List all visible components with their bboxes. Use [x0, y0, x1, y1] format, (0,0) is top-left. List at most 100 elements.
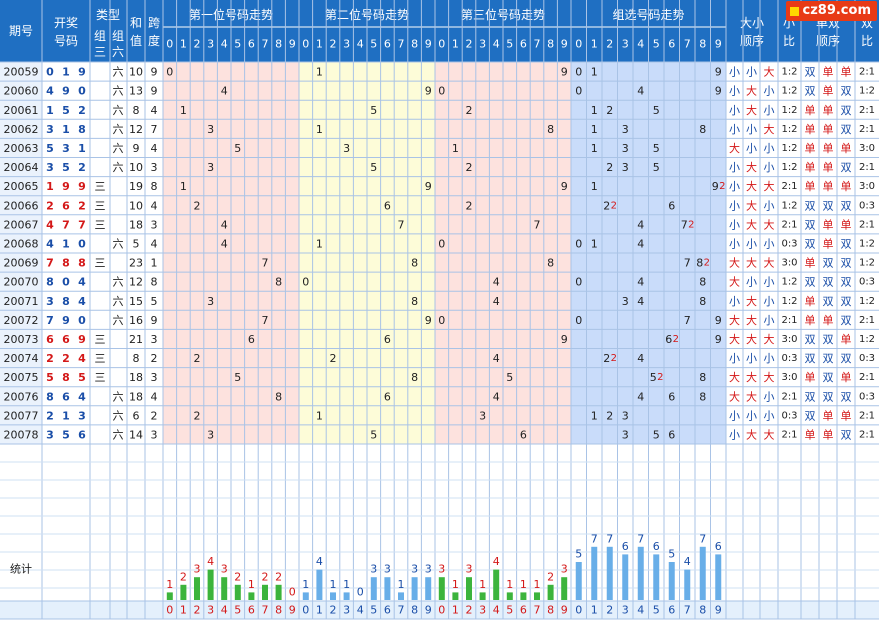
row-draw-digit: 0 — [78, 85, 86, 98]
row-draw-digit: 9 — [78, 333, 86, 346]
row-type-g3: 三 — [95, 257, 106, 270]
row-draw-digit: 4 — [46, 218, 54, 231]
row-draw-digit: 8 — [46, 276, 54, 289]
row-oddeven: 单 — [805, 257, 816, 270]
row-draw-digit: 5 — [46, 142, 54, 155]
row-pos3-hit: 3 — [479, 409, 486, 422]
header-pos1-digit: 7 — [262, 38, 269, 51]
row-group-hit: 2 — [606, 161, 613, 174]
row-oe-ratio: 0:3 — [859, 391, 875, 402]
row-period: 20063 — [4, 142, 39, 155]
row-oe-ratio: 2:1 — [859, 410, 875, 421]
row-type-g3: 三 — [95, 352, 106, 365]
row-oddeven: 双 — [823, 371, 834, 384]
stats-pos2-bar — [384, 577, 391, 600]
row-span: 4 — [151, 142, 158, 155]
row-group-hit: 9 — [715, 333, 722, 346]
row-type-g6: 六 — [113, 123, 124, 136]
row-bigsmall: 小 — [746, 352, 757, 365]
stats-pos3-bar — [520, 592, 527, 600]
row-group-hit: 1 — [591, 123, 598, 136]
header-sum-b: 值 — [130, 33, 142, 48]
row-period: 20071 — [4, 295, 39, 308]
row-bigsmall: 大 — [764, 65, 775, 79]
row-pos3-hit: 6 — [520, 428, 527, 441]
footer-group-digit: 1 — [591, 604, 598, 617]
row-period: 20078 — [4, 428, 39, 441]
stats-group-value: 5 — [575, 548, 582, 561]
row-draw-digit: 8 — [62, 371, 70, 384]
header-type-g3-b: 三 — [94, 45, 106, 59]
header-period: 期号 — [9, 24, 33, 38]
footer-group-digit: 8 — [699, 604, 706, 617]
header-pos2-digit: 3 — [343, 38, 350, 51]
row-oddeven: 双 — [841, 428, 852, 441]
row-oddeven: 单 — [841, 180, 852, 193]
row-bigsmall: 小 — [729, 85, 740, 98]
row-pos3-hit: 0 — [438, 237, 445, 250]
row-bs-ratio: 3:0 — [781, 258, 797, 269]
row-bigsmall: 大 — [764, 122, 775, 136]
footer-pos2-digit: 8 — [411, 604, 418, 617]
row-bs-ratio: 3:0 — [781, 372, 797, 383]
row-group-hit: 0 — [575, 66, 582, 79]
row-period: 20070 — [4, 276, 39, 289]
footer-pos3-digit: 1 — [452, 604, 459, 617]
footer-pos3-digit: 3 — [479, 604, 486, 617]
stats-group-bar — [591, 546, 598, 600]
header-group-digit: 7 — [684, 38, 691, 51]
header-pos3-digit: 6 — [520, 38, 527, 51]
row-pos1-hit: 3 — [207, 428, 214, 441]
row-bigsmall: 小 — [729, 199, 740, 212]
row-type-g6: 六 — [113, 428, 124, 441]
header-draw-a: 开奖 — [54, 16, 78, 30]
stats-pos1-bar — [221, 577, 228, 600]
row-pos1-hit: 3 — [207, 161, 214, 174]
row-period: 20076 — [4, 390, 39, 403]
header-pos1-digit: 1 — [180, 38, 187, 51]
row-period: 20074 — [4, 352, 39, 365]
row-pos2-hit: 2 — [330, 352, 337, 365]
row-oddeven: 双 — [823, 276, 834, 289]
row-bs-ratio: 1:2 — [781, 124, 797, 135]
stats-pos2-bar — [370, 577, 377, 600]
footer-band-bg — [0, 601, 879, 619]
row-oddeven: 单 — [841, 409, 852, 422]
row-pos1-hit: 7 — [262, 257, 269, 270]
stats-group-value: 7 — [637, 532, 644, 545]
stats-pos2-bar — [330, 592, 336, 600]
row-draw-digit: 9 — [62, 180, 70, 193]
row-group-hit: 8 — [699, 276, 706, 289]
footer-pos2-digit: 3 — [343, 604, 350, 617]
row-period: 20068 — [4, 237, 39, 250]
stats-pos2-bar — [398, 592, 404, 600]
row-sum: 10 — [129, 161, 143, 174]
row-pos1-hit: 7 — [262, 314, 269, 327]
row-pos2-hit: 5 — [370, 104, 377, 117]
row-type-g6: 六 — [113, 161, 124, 174]
row-sum: 5 — [133, 237, 140, 250]
row-span: 8 — [151, 276, 158, 289]
header-pos2-digit: 8 — [411, 38, 418, 51]
row-group-hit: 3 — [622, 142, 629, 155]
row-oe-ratio: 2:1 — [859, 219, 875, 230]
row-bs-ratio: 1:2 — [781, 86, 797, 97]
header-pos3-digit: 7 — [534, 38, 541, 51]
row-type-g3: 三 — [95, 218, 106, 231]
row-pos1-hit: 8 — [275, 390, 282, 403]
stats-pos2-value: 3 — [411, 563, 418, 576]
footer-group-digit: 2 — [606, 604, 613, 617]
row-period: 20065 — [4, 180, 39, 193]
stats-pos1-value: 3 — [221, 563, 228, 576]
header-pos3-digit: 4 — [493, 38, 500, 51]
footer-pos2-digit: 6 — [384, 604, 391, 617]
row-oddeven: 单 — [841, 333, 852, 346]
row-group-hit: 1 — [591, 180, 598, 193]
footer-group-digit: 7 — [684, 604, 691, 617]
row-draw-digit: 5 — [78, 371, 86, 384]
header-group-digit: 6 — [668, 38, 675, 51]
row-period: 20061 — [4, 104, 39, 117]
row-sum: 15 — [129, 295, 143, 308]
row-bigsmall: 大 — [729, 256, 740, 270]
row-oe-ratio: 2:1 — [859, 124, 875, 135]
